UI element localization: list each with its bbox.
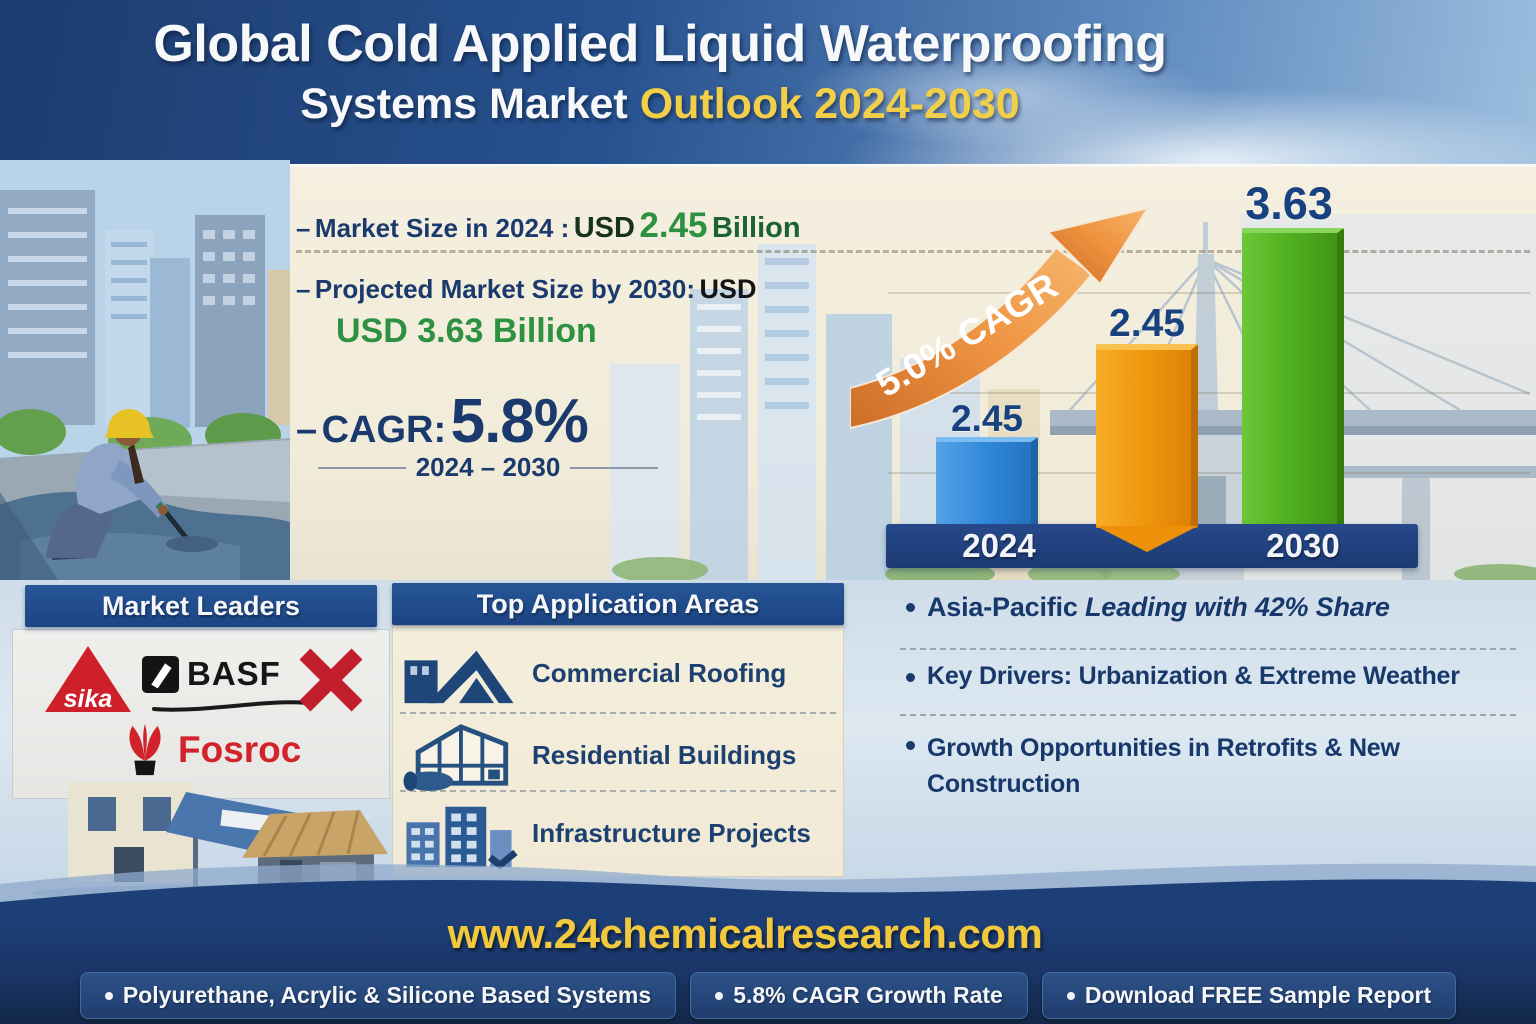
highlight-lead: Asia-Pacific xyxy=(927,592,1078,622)
stat-dash: – xyxy=(296,213,311,243)
bar-2030 xyxy=(1242,228,1344,528)
bar-2024 xyxy=(936,437,1038,527)
chip-label: 5.8% CAGR Growth Rate xyxy=(733,982,1003,1008)
sky-background xyxy=(0,0,1536,236)
bar-value-2024: 2.45 xyxy=(950,398,1023,439)
dashed-separator xyxy=(296,250,1530,253)
stat-label: Projected Market Size by 2030: xyxy=(314,274,695,304)
chip-label: Polyurethane, Acrylic & Silicone Based S… xyxy=(122,982,652,1008)
chart-gridline xyxy=(888,392,1530,394)
cagr-period-text: 2024 – 2030 xyxy=(415,452,561,482)
chip-download-report[interactable]: Download FREE Sample Report xyxy=(1041,972,1457,1019)
bullet-dot xyxy=(906,741,915,750)
footer-wave xyxy=(0,863,1536,920)
bar-value-mid: 2.45 xyxy=(1109,302,1185,345)
residential-icon xyxy=(403,724,509,791)
footer-body: www.24chemicalresearch.com Polyurethane,… xyxy=(0,910,1536,1024)
cagr-label: CAGR: xyxy=(321,409,447,451)
chip-cagr: 5.8% CAGR Growth Rate xyxy=(690,972,1028,1019)
chart-gridline xyxy=(888,292,1530,294)
application-item-residential-buildings: Residential Buildings xyxy=(400,716,838,794)
rule-line xyxy=(570,466,658,469)
fosroc-icon xyxy=(129,723,161,776)
applications-title: Top Application Areas xyxy=(476,588,760,619)
cagr-dash: – xyxy=(296,409,318,451)
chart-gridline xyxy=(888,472,1530,474)
bar-value-2030: 3.63 xyxy=(1245,178,1333,229)
bullet-dot xyxy=(906,603,915,612)
highlight-rest: Leading with 42% Share xyxy=(1085,592,1390,622)
infrastructure-icon xyxy=(406,806,518,869)
bullet-dot xyxy=(104,991,113,1000)
stat-market-size-2024: – Market Size in 2024 : USD 2.45 Billion xyxy=(296,206,801,246)
stat-projected-value: USD 3.63 Billion xyxy=(336,312,597,350)
dashed-separator xyxy=(900,648,1516,650)
stat-cagr: – CAGR: 5.8% xyxy=(296,386,589,457)
title-line2-white: Systems Market xyxy=(300,80,628,128)
cagr-value: 5.8% xyxy=(450,387,589,456)
cagr-growth-arrow: 5.0% CAGR xyxy=(850,206,1151,430)
worker-illustration xyxy=(0,160,290,580)
x-axis-label-2024: 2024 xyxy=(962,527,1036,564)
stat-unit: Billion xyxy=(711,212,801,244)
application-label: Commercial Roofing xyxy=(532,657,787,688)
title-line-1: Global Cold Applied Liquid Waterproofing xyxy=(153,15,1167,73)
basf-swoosh xyxy=(152,700,308,712)
worker-figure xyxy=(46,409,218,560)
application-item-commercial-roofing: Commercial Roofing xyxy=(400,634,838,712)
footer: www.24chemicalresearch.com Polyurethane,… xyxy=(0,850,1536,1024)
x-axis-label-2030: 2030 xyxy=(1266,527,1340,564)
title-line2-yellow: Outlook 2024-2030 xyxy=(639,80,1020,128)
basf-logo: BASF xyxy=(142,655,281,693)
roof-icon xyxy=(404,650,514,704)
basf-icon xyxy=(142,655,179,693)
dashed-separator xyxy=(400,790,836,792)
sika-logo-text: sika xyxy=(63,684,113,713)
cagr-arrow-label: 5.0% CAGR xyxy=(869,265,1065,405)
cloud xyxy=(796,40,1216,150)
cagr-period: 2024 – 2030 xyxy=(318,452,658,483)
highlight-text: Asia-Pacific Leading with 42% Share xyxy=(927,592,1390,623)
market-leaders-header: Market Leaders xyxy=(25,585,377,627)
fosroc-logo: Fosroc xyxy=(122,722,301,778)
bar-mid xyxy=(1096,344,1198,528)
stat-dash: – xyxy=(296,274,311,304)
title-line-2: Systems Market Outlook 2024-2030 xyxy=(0,80,1320,129)
applications-header: Top Application Areas xyxy=(392,583,844,625)
application-label: Residential Buildings xyxy=(532,739,797,770)
cross-logo xyxy=(300,648,362,712)
stat-usd: USD xyxy=(573,212,635,244)
bullet-dot xyxy=(715,991,724,1000)
highlight-key-drivers: Key Drivers: Urbanization & Extreme Weat… xyxy=(906,662,1460,691)
bar-mid-arrow-notch xyxy=(1096,526,1198,552)
stat-value: 2.45 xyxy=(639,206,708,245)
highlight-growth-opportunities: Growth Opportunities in Retrofits & New … xyxy=(906,730,1447,803)
bullet-dot xyxy=(906,673,915,682)
footer-chips: Polyurethane, Acrylic & Silicone Based S… xyxy=(0,972,1536,1019)
page-title: Global Cold Applied Liquid Waterproofing… xyxy=(0,14,1320,129)
stat-label: Market Size in 2024 : xyxy=(314,213,570,243)
dashed-separator xyxy=(400,712,836,714)
chip-label: Download FREE Sample Report xyxy=(1084,982,1432,1008)
highlight-asia-pacific: Asia-Pacific Leading with 42% Share xyxy=(906,592,1390,623)
market-leaders-title: Market Leaders xyxy=(101,590,301,621)
application-item-infrastructure-projects: Infrastructure Projects xyxy=(400,794,838,872)
rule-line xyxy=(318,466,406,469)
stat-projected-2030: – Projected Market Size by 2030: USD xyxy=(296,274,756,305)
application-label: Infrastructure Projects xyxy=(532,817,811,848)
website-link[interactable]: www.24chemicalresearch.com xyxy=(447,910,1043,957)
highlight-text: Growth Opportunities in Retrofits & New … xyxy=(927,734,1400,799)
fosroc-logo-text: Fosroc xyxy=(178,729,302,770)
dashed-separator xyxy=(900,714,1516,716)
market-leaders-panel xyxy=(12,629,390,799)
basf-logo-text: BASF xyxy=(187,655,281,692)
highlight-text: Key Drivers: Urbanization & Extreme Weat… xyxy=(927,662,1460,690)
bullet-dot xyxy=(1066,991,1075,1000)
stat-usd: USD xyxy=(699,274,757,304)
chip-systems: Polyurethane, Acrylic & Silicone Based S… xyxy=(79,972,677,1019)
